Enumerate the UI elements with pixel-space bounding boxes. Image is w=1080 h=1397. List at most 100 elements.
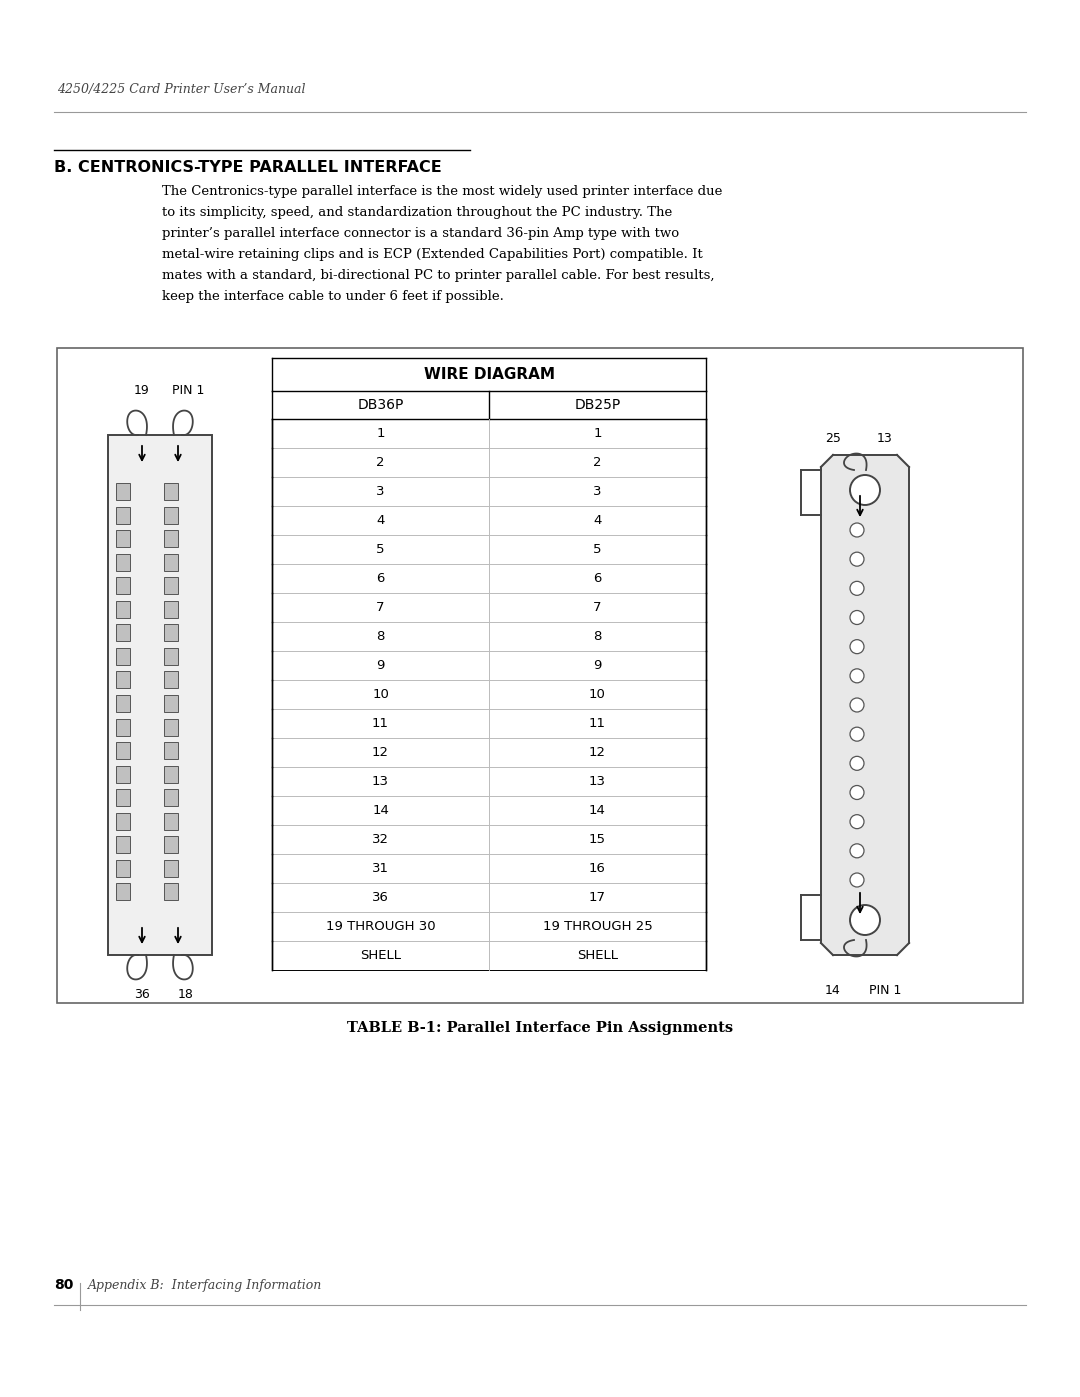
- Bar: [164, 553, 178, 570]
- Text: 7: 7: [376, 601, 384, 615]
- Text: 9: 9: [376, 659, 384, 672]
- Bar: [116, 718, 130, 735]
- Text: 2: 2: [376, 455, 384, 469]
- Text: 5: 5: [376, 543, 384, 556]
- Text: 8: 8: [593, 630, 602, 643]
- Text: 14: 14: [373, 805, 389, 817]
- Bar: [164, 529, 178, 548]
- Bar: [164, 577, 178, 594]
- Text: 10: 10: [589, 687, 606, 701]
- Text: to its simplicity, speed, and standardization throughout the PC industry. The: to its simplicity, speed, and standardiz…: [162, 205, 672, 219]
- Circle shape: [850, 785, 864, 799]
- Text: 13: 13: [589, 775, 606, 788]
- Bar: [108, 434, 212, 956]
- Bar: [164, 742, 178, 759]
- Bar: [164, 837, 178, 854]
- Circle shape: [850, 669, 864, 683]
- Text: DB25P: DB25P: [575, 398, 621, 412]
- Text: 4: 4: [376, 514, 384, 527]
- Circle shape: [850, 844, 864, 858]
- Bar: [116, 577, 130, 594]
- Text: 14: 14: [589, 805, 606, 817]
- Circle shape: [850, 610, 864, 624]
- Text: 18: 18: [178, 988, 194, 1002]
- Text: 32: 32: [372, 833, 389, 847]
- Text: 11: 11: [372, 717, 389, 731]
- Bar: [116, 507, 130, 524]
- Bar: [164, 624, 178, 641]
- Text: 4250/4225 Card Printer User’s Manual: 4250/4225 Card Printer User’s Manual: [57, 82, 306, 96]
- Text: 6: 6: [593, 571, 602, 585]
- Text: 13: 13: [877, 432, 893, 446]
- Bar: [116, 861, 130, 877]
- Text: 36: 36: [134, 988, 150, 1002]
- Bar: [164, 601, 178, 617]
- Bar: [116, 837, 130, 854]
- Circle shape: [850, 475, 880, 504]
- Text: 14: 14: [825, 983, 841, 997]
- Circle shape: [850, 873, 864, 887]
- Text: 9: 9: [593, 659, 602, 672]
- Text: 1: 1: [593, 427, 602, 440]
- Bar: [164, 507, 178, 524]
- Text: 11: 11: [589, 717, 606, 731]
- Bar: [164, 789, 178, 806]
- Bar: [116, 648, 130, 665]
- Text: 7: 7: [593, 601, 602, 615]
- Text: TABLE B-1: Parallel Interface Pin Assignments: TABLE B-1: Parallel Interface Pin Assign…: [347, 1021, 733, 1035]
- Text: 3: 3: [593, 485, 602, 497]
- Bar: [116, 813, 130, 830]
- Circle shape: [850, 728, 864, 742]
- Bar: [57, 348, 1023, 1003]
- Text: 17: 17: [589, 891, 606, 904]
- Text: PIN 1: PIN 1: [868, 983, 901, 997]
- Circle shape: [850, 756, 864, 770]
- Bar: [116, 601, 130, 617]
- Bar: [164, 861, 178, 877]
- Text: SHELL: SHELL: [577, 949, 618, 963]
- Text: 5: 5: [593, 543, 602, 556]
- Bar: [116, 553, 130, 570]
- Bar: [116, 529, 130, 548]
- Text: 1: 1: [376, 427, 384, 440]
- Bar: [164, 483, 178, 500]
- Bar: [116, 624, 130, 641]
- Text: 19: 19: [134, 384, 150, 397]
- Bar: [116, 883, 130, 901]
- Bar: [116, 766, 130, 782]
- Circle shape: [850, 640, 864, 654]
- Text: 13: 13: [372, 775, 389, 788]
- Text: 31: 31: [372, 862, 389, 875]
- Text: B. CENTRONICS-TYPE PARALLEL INTERFACE: B. CENTRONICS-TYPE PARALLEL INTERFACE: [54, 161, 442, 175]
- Bar: [164, 672, 178, 689]
- Text: SHELL: SHELL: [360, 949, 401, 963]
- Bar: [116, 694, 130, 712]
- Bar: [164, 648, 178, 665]
- Circle shape: [850, 522, 864, 536]
- Text: printer’s parallel interface connector is a standard 36-pin Amp type with two: printer’s parallel interface connector i…: [162, 226, 679, 240]
- Circle shape: [850, 581, 864, 595]
- Bar: [164, 718, 178, 735]
- Text: 12: 12: [589, 746, 606, 759]
- Bar: [164, 694, 178, 712]
- Bar: [116, 742, 130, 759]
- Bar: [164, 766, 178, 782]
- Text: 2: 2: [593, 455, 602, 469]
- Text: 12: 12: [372, 746, 389, 759]
- Text: mates with a standard, bi-directional PC to printer parallel cable. For best res: mates with a standard, bi-directional PC…: [162, 270, 715, 282]
- Text: 10: 10: [373, 687, 389, 701]
- Text: 19 THROUGH 25: 19 THROUGH 25: [542, 921, 652, 933]
- Text: WIRE DIAGRAM: WIRE DIAGRAM: [423, 367, 554, 381]
- Bar: [116, 483, 130, 500]
- Text: 4: 4: [593, 514, 602, 527]
- Text: PIN 1: PIN 1: [172, 384, 204, 397]
- Circle shape: [850, 814, 864, 828]
- Text: 25: 25: [825, 432, 841, 446]
- Bar: [164, 883, 178, 901]
- Polygon shape: [821, 455, 909, 956]
- Text: 15: 15: [589, 833, 606, 847]
- Bar: [164, 813, 178, 830]
- Text: keep the interface cable to under 6 feet if possible.: keep the interface cable to under 6 feet…: [162, 291, 504, 303]
- Text: 8: 8: [376, 630, 384, 643]
- Text: Appendix B:  Interfacing Information: Appendix B: Interfacing Information: [87, 1280, 322, 1292]
